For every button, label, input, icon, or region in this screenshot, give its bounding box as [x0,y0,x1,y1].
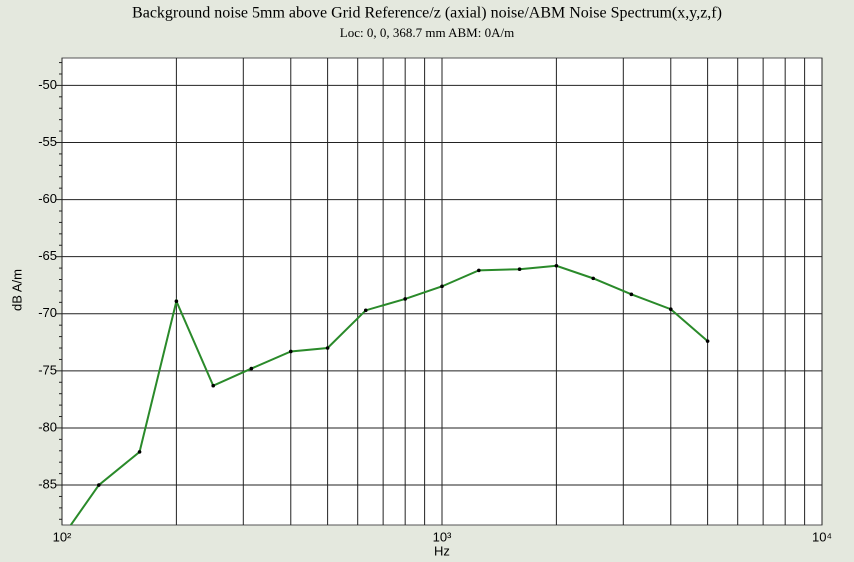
y-tick-label: -50 [38,77,57,92]
data-point [137,450,142,454]
data-point [591,276,596,281]
y-tick-label: -85 [38,476,57,491]
chart-title: Background noise 5mm above Grid Referenc… [132,5,722,22]
x-tick-label: 10⁴ [812,529,832,544]
data-point [668,307,673,311]
data-point [97,483,101,487]
data-point [249,366,254,371]
chart-subtitle: Loc: 0, 0, 368.7 mm ABM: 0A/m [340,25,514,40]
grid [56,58,823,525]
y-tick-label: -75 [38,362,57,377]
y-axis-label: dB A/m [9,269,24,311]
data-point [288,349,293,354]
y-tick-label: -60 [38,191,57,206]
y-tick-label: -65 [38,248,57,263]
data-point [477,268,481,273]
data-point [440,284,444,289]
x-tick-label: 10³ [433,529,452,544]
data-line [69,264,709,525]
y-tick-label: -55 [38,134,57,149]
data-point [325,346,330,350]
x-axis-label: Hz [434,543,450,558]
data-point [705,339,710,343]
data-point [554,264,559,268]
data-point [211,383,216,388]
data-point [363,308,368,313]
x-tick-label: 10² [53,529,72,544]
marks [69,264,710,525]
y-tick-label: -80 [38,419,57,434]
data-point [403,297,407,301]
data-point [629,292,634,297]
data-point [174,299,179,304]
y-tick-label: -70 [38,305,57,320]
data-point [517,267,522,272]
